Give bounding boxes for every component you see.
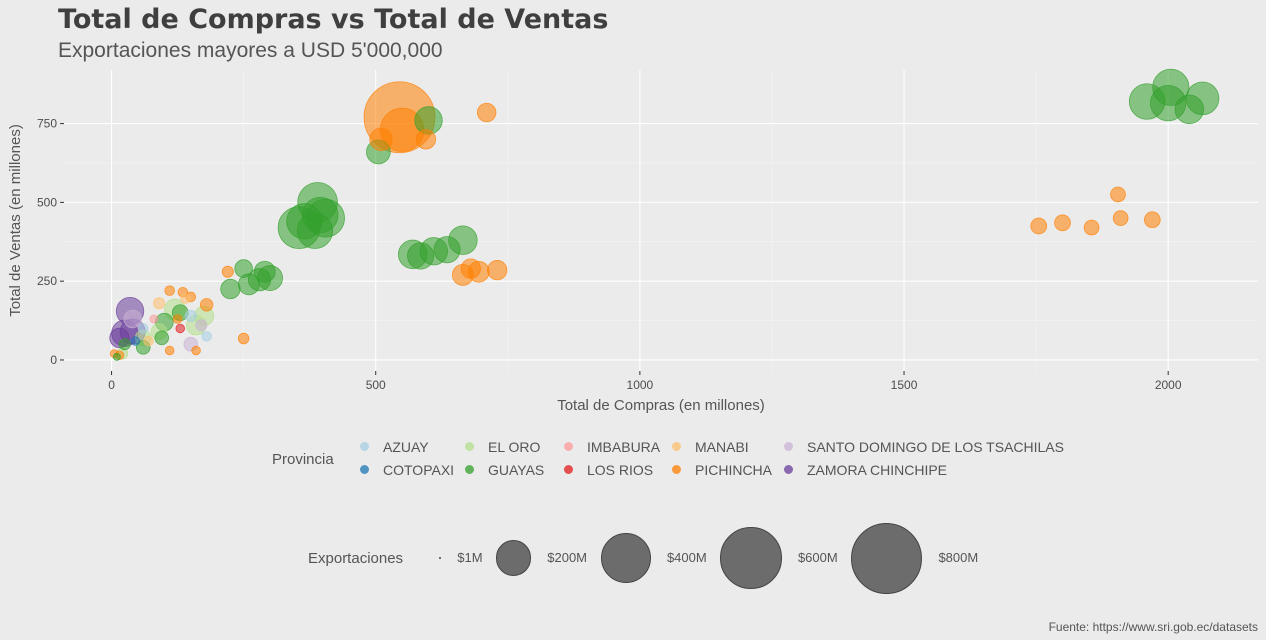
data-point xyxy=(221,265,234,278)
data-point xyxy=(195,319,208,332)
data-point xyxy=(460,258,481,279)
source-caption: Fuente: https://www.sri.gob.ec/datasets xyxy=(1048,620,1258,634)
legend-item: GUAYAS xyxy=(465,461,544,479)
x-tick-label: 1500 xyxy=(891,378,918,392)
size-legend-label: $1M xyxy=(457,550,483,565)
size-legend-circle xyxy=(720,527,782,589)
data-point xyxy=(118,338,131,351)
data-point xyxy=(433,236,461,264)
x-tick-label: 500 xyxy=(366,378,386,392)
legend-item: MANABI xyxy=(672,438,749,456)
data-point xyxy=(130,336,141,346)
x-axis-title: Total de Compras (en millones) xyxy=(557,397,765,414)
legend-key-icon xyxy=(784,465,793,474)
legend-item: SANTO DOMINGO DE LOS TSACHILAS xyxy=(784,438,1064,456)
legend-label: SANTO DOMINGO DE LOS TSACHILAS xyxy=(807,439,1064,455)
legend-key-icon xyxy=(360,465,369,474)
legend-item: IMBABURA xyxy=(564,438,660,456)
size-legend-label: $600M xyxy=(797,550,838,565)
size-legend-title: Exportaciones xyxy=(308,550,404,567)
data-point xyxy=(234,259,253,278)
y-tick-label: 0 xyxy=(50,353,57,367)
data-point xyxy=(237,332,250,345)
chart-subtitle: Exportaciones mayores a USD 5'000,000 xyxy=(58,39,443,62)
legend-key-icon xyxy=(564,465,573,474)
data-point xyxy=(476,102,497,123)
data-point xyxy=(1112,210,1129,226)
data-point xyxy=(1174,94,1205,125)
data-point xyxy=(191,345,201,356)
data-point xyxy=(143,335,154,347)
data-point xyxy=(154,330,170,346)
legend-label: GUAYAS xyxy=(488,462,545,478)
legend-key-icon xyxy=(784,442,793,451)
legend-key-icon xyxy=(672,442,681,451)
data-point xyxy=(199,298,214,312)
x-tick-label: 1000 xyxy=(627,378,654,392)
legend-item: PICHINCHA xyxy=(672,461,772,479)
data-point xyxy=(112,352,121,361)
data-point xyxy=(1030,217,1048,235)
data-point xyxy=(220,278,241,300)
legend-key-icon xyxy=(672,465,681,474)
legend-key-icon xyxy=(465,442,474,451)
y-tick-label: 750 xyxy=(37,117,57,131)
size-legend-label: $200M xyxy=(547,550,587,565)
data-point xyxy=(137,323,149,334)
size-legend-label: $800M xyxy=(938,550,979,565)
data-point xyxy=(296,212,334,249)
legend-label: IMBABURA xyxy=(587,439,661,455)
data-point xyxy=(1143,211,1161,229)
legend-key-icon xyxy=(465,465,474,474)
data-point xyxy=(487,260,508,281)
size-legend-circle xyxy=(600,532,651,584)
chart-title: Total de Compras vs Total de Ventas xyxy=(58,4,609,35)
data-point xyxy=(123,309,142,329)
plot-panel xyxy=(64,70,1258,371)
data-point xyxy=(1083,219,1100,236)
legend-key-icon xyxy=(564,442,573,451)
data-point xyxy=(369,127,393,151)
legend-label: EL ORO xyxy=(488,439,541,455)
size-legend-circle xyxy=(851,522,923,594)
legend-label: PICHINCHA xyxy=(695,462,773,478)
data-point xyxy=(1110,186,1126,203)
data-point xyxy=(175,323,185,334)
legend-label: LOS RIOS xyxy=(587,462,654,478)
legend-item: COTOPAXI xyxy=(360,461,454,479)
size-legend-circle xyxy=(495,540,532,576)
data-point xyxy=(164,285,175,296)
data-point xyxy=(253,260,276,283)
legend-item: ZAMORA CHINCHIPE xyxy=(784,461,947,479)
data-point xyxy=(172,314,183,324)
data-point xyxy=(184,309,197,322)
data-point xyxy=(153,297,166,310)
y-axis-title: Total de Ventas (en millones) xyxy=(7,124,24,317)
legend-item: AZUAY xyxy=(360,438,429,456)
legend-label: AZUAY xyxy=(383,439,429,455)
size-legend-circle xyxy=(438,556,442,560)
legend-label: COTOPAXI xyxy=(383,462,455,478)
legend-item: LOS RIOS xyxy=(564,461,653,479)
province-legend-title: Provincia xyxy=(272,451,334,468)
data-point xyxy=(149,314,159,324)
data-point xyxy=(1054,214,1071,232)
legend-label: MANABI xyxy=(695,439,749,455)
size-legend-label: $400M xyxy=(666,550,707,565)
x-tick-label: 2000 xyxy=(1155,378,1182,392)
data-point xyxy=(415,129,437,150)
y-tick-label: 250 xyxy=(37,274,57,288)
x-tick-label: 0 xyxy=(108,378,115,392)
data-point xyxy=(180,293,191,304)
data-point xyxy=(407,242,435,270)
legend-label: ZAMORA CHINCHIPE xyxy=(807,462,948,478)
legend-key-icon xyxy=(360,442,369,451)
data-point xyxy=(201,331,212,342)
data-point xyxy=(164,345,175,356)
legend-item: EL ORO xyxy=(465,438,540,456)
y-tick-label: 500 xyxy=(37,195,57,209)
